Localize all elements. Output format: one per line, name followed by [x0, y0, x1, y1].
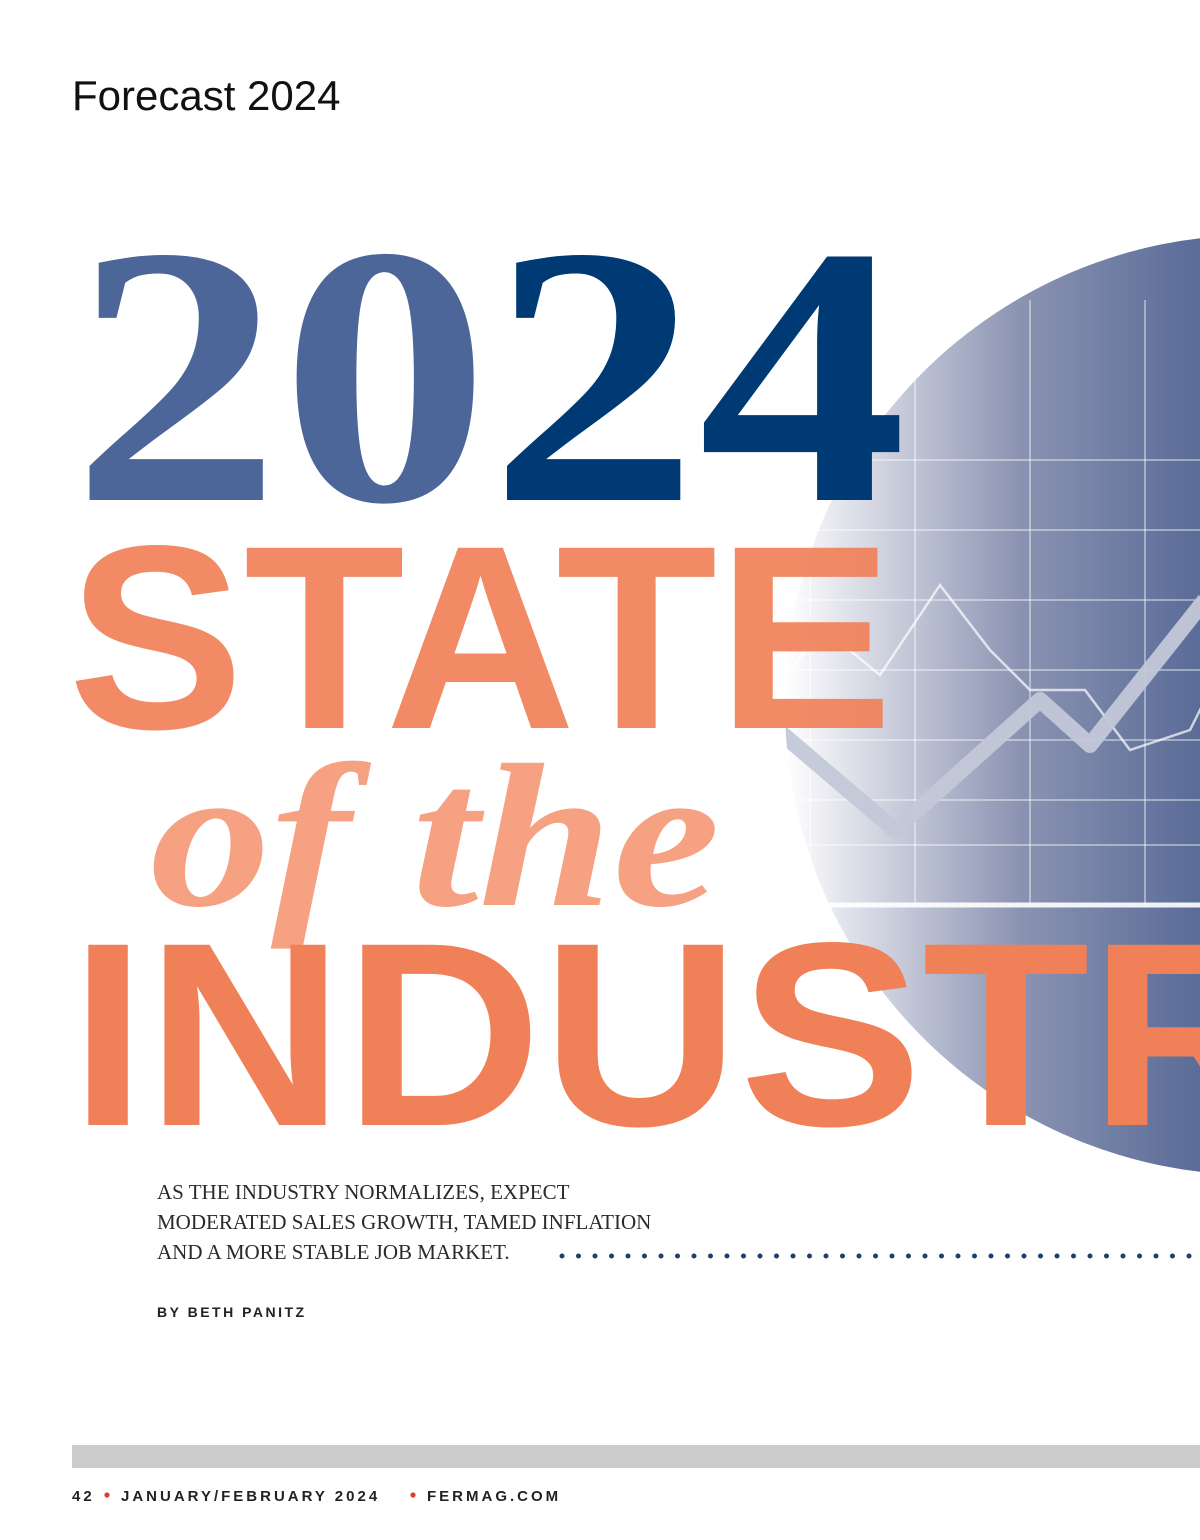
separator	[104, 1492, 110, 1498]
section-label: Forecast 2024	[72, 72, 341, 119]
circle	[785, 238, 1200, 1172]
deck: AS THE INDUSTRY NORMALIZES, EXPECT MODER…	[157, 1180, 651, 1264]
headline-state: STATE	[68, 491, 893, 784]
page-number: 42	[72, 1488, 95, 1505]
grid	[785, 300, 1200, 908]
website: FERMAG.COM	[427, 1488, 561, 1505]
year-part: 24	[490, 171, 908, 581]
separator	[410, 1492, 416, 1498]
chart-illustration	[785, 238, 1200, 1172]
issue: JANUARY/FEBRUARY 2024	[121, 1488, 380, 1505]
year-headline: 20 24	[72, 171, 907, 581]
byline: BY BETH PANITZ	[157, 1304, 307, 1320]
footer: 42 JANUARY/FEBRUARY 2024 FERMAG.COM	[72, 1488, 561, 1505]
deck-line: MODERATED SALES GROWTH, TAMED INFLATION	[157, 1210, 651, 1234]
deck-line: AND A MORE STABLE JOB MARKET.	[157, 1240, 510, 1264]
footer-bar	[72, 1445, 1200, 1468]
headline-of-the: of the	[150, 723, 720, 950]
year-part: 20	[72, 171, 490, 581]
deck-line: AS THE INDUSTRY NORMALIZES, EXPECT	[157, 1180, 570, 1204]
headline-industry: INDUSTRY	[70, 888, 1200, 1181]
